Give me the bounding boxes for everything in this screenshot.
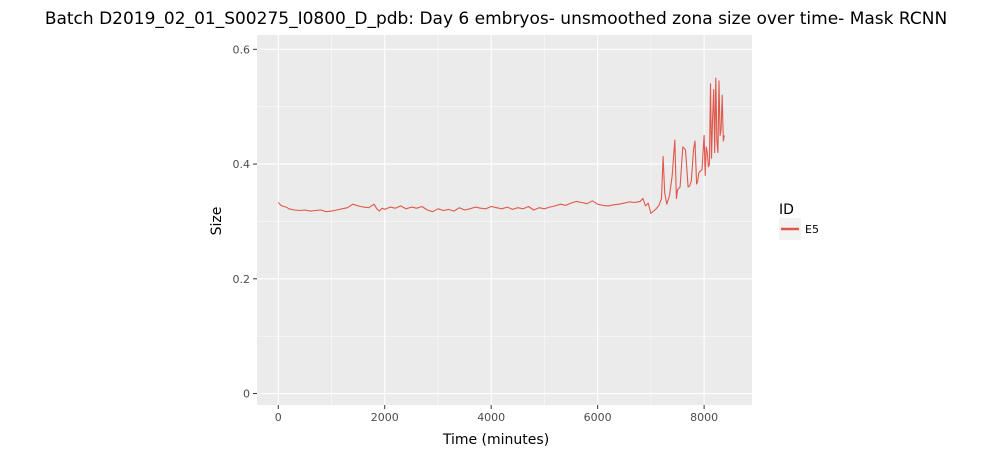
x-tick-label: 2000 bbox=[371, 411, 399, 424]
legend: ID E5 bbox=[779, 202, 819, 240]
grid-minor bbox=[257, 35, 752, 405]
chart-title: Batch D2019_02_01_S00275_I0800_D_pdb: Da… bbox=[45, 9, 947, 29]
x-tick-label: 8000 bbox=[690, 411, 718, 424]
x-tick-label: 0 bbox=[275, 411, 282, 424]
y-tick-label: 0.2 bbox=[233, 273, 251, 286]
x-tick-label: 4000 bbox=[477, 411, 505, 424]
x-axis: 0 2000 4000 6000 8000 bbox=[275, 405, 718, 424]
y-axis-title: Size bbox=[209, 207, 225, 236]
plot-panel bbox=[257, 35, 752, 405]
y-tick-label: 0.6 bbox=[233, 43, 251, 56]
y-axis: 0 0.2 0.4 0.6 bbox=[233, 43, 257, 401]
x-axis-title: Time (minutes) bbox=[442, 432, 549, 448]
x-tick-label: 6000 bbox=[584, 411, 612, 424]
legend-title: ID bbox=[779, 202, 794, 218]
series-line-e5 bbox=[277, 77, 725, 214]
grid-major bbox=[257, 35, 752, 405]
y-tick-label: 0 bbox=[243, 388, 250, 401]
y-tick-label: 0.4 bbox=[233, 158, 251, 171]
series-layer bbox=[277, 77, 725, 214]
legend-label: E5 bbox=[805, 223, 819, 236]
legend-items: E5 bbox=[779, 218, 819, 240]
